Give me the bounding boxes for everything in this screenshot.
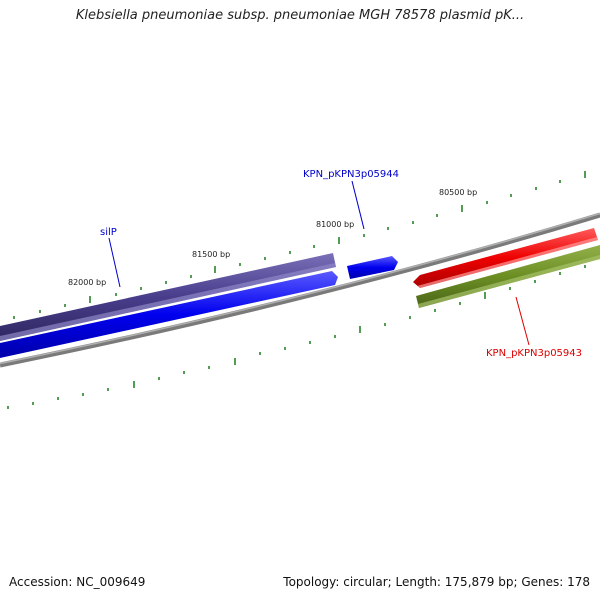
tick-label-81500: 81500 bp bbox=[192, 250, 230, 259]
accession-text: Accession: NC_009649 bbox=[9, 575, 146, 589]
gene-kpn-p05943[interactable] bbox=[413, 228, 598, 288]
kpn-p05943-leader-line bbox=[515, 296, 530, 346]
gene-kpn-p05944-left[interactable] bbox=[0, 271, 338, 358]
outer-tick-marks bbox=[13, 171, 586, 319]
gene-label-kpn-p05943: KPN_pKPN3p05943 bbox=[486, 348, 582, 359]
plasmid-backbone bbox=[0, 212, 600, 368]
gene-silP[interactable] bbox=[0, 253, 336, 341]
gene-olive-shadow bbox=[418, 255, 600, 308]
tick-label-80500: 80500 bp bbox=[439, 188, 477, 197]
gene-kpn-p05944-right[interactable] bbox=[347, 256, 398, 279]
tick-label-81000: 81000 bp bbox=[316, 220, 354, 229]
plasmid-backbone-highlight bbox=[0, 212, 600, 365]
gene-olive[interactable] bbox=[416, 245, 600, 308]
tick-label-82000: 82000 bp bbox=[68, 278, 106, 287]
silP-leader-line bbox=[108, 237, 121, 288]
gene-silP-shadow bbox=[0, 263, 336, 341]
gene-label-kpn-p05944: KPN_pKPN3p05944 bbox=[303, 169, 399, 180]
plasmid-summary-text: Topology: circular; Length: 175,879 bp; … bbox=[283, 575, 590, 589]
gene-kpn-p05944-left-body bbox=[0, 271, 338, 358]
gene-kpn-p05944-right-body bbox=[347, 256, 398, 279]
gene-kpn-p05943-shadow bbox=[417, 237, 598, 288]
page-title: Klebsiella pneumoniae subsp. pneumoniae … bbox=[75, 8, 525, 23]
gene-label-silP: silP bbox=[100, 227, 117, 238]
inner-tick-marks bbox=[7, 265, 586, 409]
gene-kpn-p05943-body bbox=[413, 228, 598, 288]
kpn-p05944-leader-line bbox=[351, 180, 365, 230]
